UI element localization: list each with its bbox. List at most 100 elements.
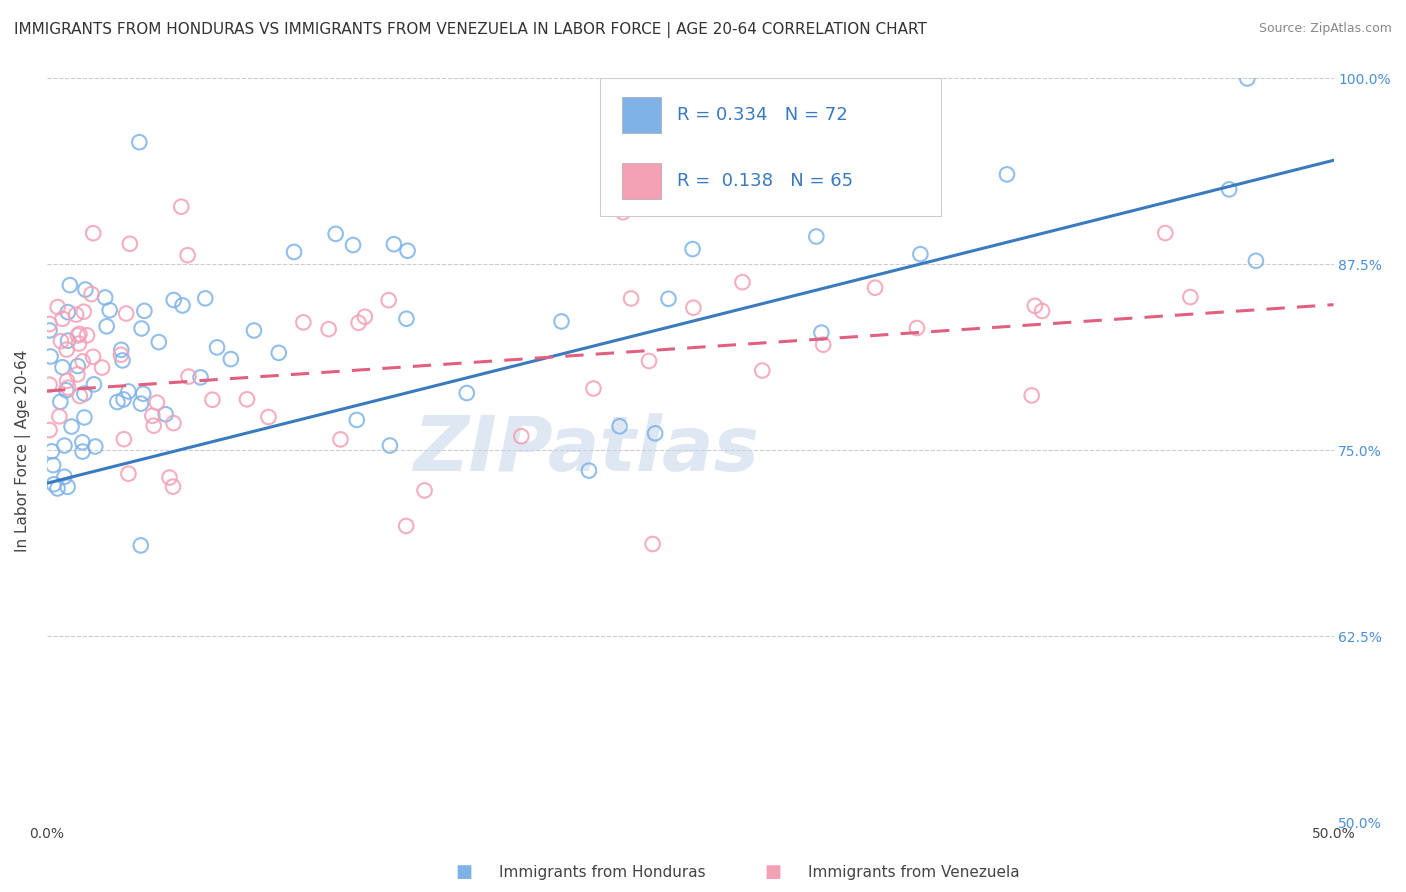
Point [396,244,419,258]
Point [129,396,152,410]
Point [51,360,73,375]
Point [292,315,315,329]
Point [456,386,478,401]
Text: Immigrants from Venezuela: Immigrants from Venezuela [808,865,1021,880]
Point [205,340,228,354]
Point [39,350,62,364]
Point [1180,290,1202,304]
Point [995,168,1018,182]
Text: ■: ■ [456,863,472,881]
Text: ZIPatlas: ZIPatlas [415,414,761,487]
Point [395,519,418,533]
Point [132,386,155,401]
Point [72,444,94,458]
Point [98,303,121,318]
Point [83,377,105,392]
Point [172,298,194,312]
Point [69,326,91,341]
Point [56,305,79,319]
Point [66,368,89,382]
Point [863,281,886,295]
Point [176,248,198,262]
Point [91,360,114,375]
Point [53,470,76,484]
Point [46,300,69,314]
Point [129,538,152,552]
Point [82,350,104,364]
Point [657,292,679,306]
Y-axis label: In Labor Force | Age 20-64: In Labor Force | Age 20-64 [15,350,31,551]
Point [69,389,91,403]
Point [38,323,60,337]
Point [194,291,217,305]
Point [810,326,832,340]
Point [159,470,181,484]
Point [49,394,72,409]
Point [1021,388,1043,402]
FancyBboxPatch shape [600,78,941,216]
Point [641,537,664,551]
Point [236,392,259,407]
Point [38,317,60,331]
Point [42,458,65,472]
Point [644,426,666,441]
Point [825,175,848,189]
Point [67,336,90,351]
Point [110,343,132,357]
Point [146,395,169,409]
Point [72,435,94,450]
Point [550,314,572,328]
Point [329,433,352,447]
Point [811,337,834,351]
Point [84,440,107,454]
Point [38,377,60,392]
Point [609,419,631,434]
Text: ■: ■ [765,863,782,881]
Point [59,278,82,293]
Point [66,328,89,343]
Point [1031,304,1053,318]
Point [72,354,94,368]
Point [806,229,828,244]
Point [48,409,70,424]
Point [905,321,928,335]
Point [413,483,436,498]
Point [177,369,200,384]
Point [73,304,96,318]
Point [82,226,104,240]
Point [75,283,97,297]
Text: R = 0.334   N = 72: R = 0.334 N = 72 [678,106,848,124]
Point [155,407,177,421]
Text: R =  0.138   N = 65: R = 0.138 N = 65 [678,172,853,190]
Point [257,409,280,424]
FancyBboxPatch shape [621,163,661,199]
Point [56,374,79,388]
Point [60,419,83,434]
Point [96,319,118,334]
Point [623,131,645,145]
Point [347,316,370,330]
Point [1244,253,1267,268]
Point [38,423,60,437]
Point [377,293,399,308]
Point [395,311,418,326]
Point [682,242,704,256]
Point [162,416,184,430]
Point [1154,226,1177,240]
Point [243,323,266,337]
Point [134,303,156,318]
Point [378,438,401,452]
Point [283,244,305,259]
Point [105,395,128,409]
Point [682,301,704,315]
Point [578,464,600,478]
Point [118,236,141,251]
Point [353,310,375,324]
Point [65,308,87,322]
Point [80,287,103,301]
Point [510,429,533,443]
Point [53,439,76,453]
Point [346,413,368,427]
Point [66,359,89,373]
Point [73,410,96,425]
